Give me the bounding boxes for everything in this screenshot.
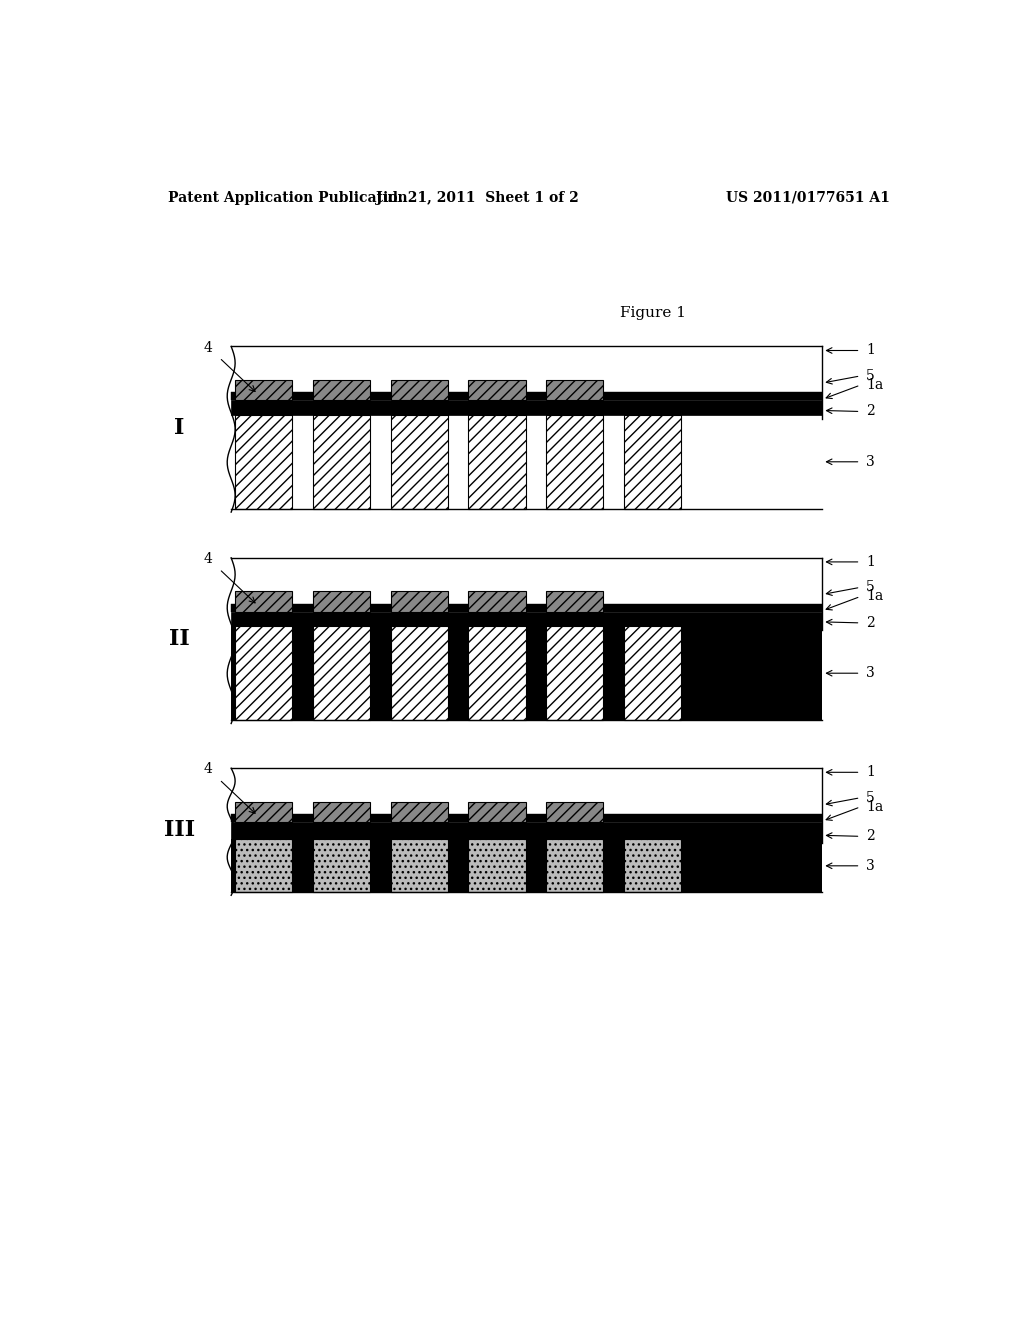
- Bar: [231, 392, 822, 400]
- Bar: [468, 380, 525, 400]
- Bar: [236, 591, 292, 611]
- Bar: [231, 768, 822, 814]
- Bar: [231, 626, 822, 721]
- Bar: [468, 840, 525, 892]
- Text: 3: 3: [866, 667, 874, 680]
- Text: 5: 5: [866, 791, 874, 805]
- Text: 1: 1: [866, 554, 874, 569]
- Text: 2: 2: [866, 829, 874, 843]
- Bar: [231, 400, 822, 414]
- Text: II: II: [169, 628, 190, 651]
- Bar: [468, 414, 525, 510]
- Bar: [468, 626, 525, 721]
- Bar: [546, 626, 603, 721]
- Text: 1: 1: [866, 766, 874, 779]
- Bar: [391, 591, 447, 611]
- Text: 1: 1: [866, 343, 874, 358]
- Bar: [391, 414, 447, 510]
- Text: 1a: 1a: [866, 378, 884, 392]
- Bar: [391, 380, 447, 400]
- Bar: [231, 558, 822, 603]
- Bar: [313, 414, 370, 510]
- Bar: [391, 626, 447, 721]
- Text: 4: 4: [204, 341, 213, 355]
- Bar: [236, 626, 292, 721]
- Bar: [624, 414, 681, 510]
- Bar: [231, 603, 822, 611]
- Bar: [236, 801, 292, 822]
- Bar: [468, 801, 525, 822]
- Bar: [231, 346, 822, 392]
- Bar: [313, 591, 370, 611]
- Bar: [236, 414, 292, 510]
- Bar: [546, 840, 603, 892]
- Text: US 2011/0177651 A1: US 2011/0177651 A1: [726, 191, 890, 205]
- Bar: [313, 626, 370, 721]
- Text: III: III: [164, 820, 196, 841]
- Text: Patent Application Publication: Patent Application Publication: [168, 191, 408, 205]
- Bar: [546, 591, 603, 611]
- Bar: [468, 591, 525, 611]
- Bar: [231, 611, 822, 626]
- Text: 5: 5: [866, 581, 874, 594]
- Text: 3: 3: [866, 859, 874, 873]
- Bar: [313, 840, 370, 892]
- Text: Figure 1: Figure 1: [620, 306, 686, 319]
- Text: 2: 2: [866, 404, 874, 418]
- Bar: [391, 801, 447, 822]
- Bar: [236, 840, 292, 892]
- Text: 4: 4: [204, 552, 213, 566]
- Text: 2: 2: [866, 616, 874, 630]
- Text: 4: 4: [204, 763, 213, 776]
- Text: 5: 5: [866, 368, 874, 383]
- Text: 1a: 1a: [866, 590, 884, 603]
- Bar: [391, 840, 447, 892]
- Bar: [236, 380, 292, 400]
- Text: I: I: [174, 417, 184, 438]
- Text: 3: 3: [866, 455, 874, 469]
- Bar: [313, 380, 370, 400]
- Bar: [546, 801, 603, 822]
- Bar: [546, 380, 603, 400]
- Text: 1a: 1a: [866, 800, 884, 814]
- Bar: [231, 822, 822, 840]
- Bar: [624, 626, 681, 721]
- Bar: [313, 801, 370, 822]
- Bar: [546, 414, 603, 510]
- Bar: [231, 814, 822, 822]
- Text: Jul. 21, 2011  Sheet 1 of 2: Jul. 21, 2011 Sheet 1 of 2: [376, 191, 579, 205]
- Bar: [231, 840, 822, 892]
- Bar: [624, 840, 681, 892]
